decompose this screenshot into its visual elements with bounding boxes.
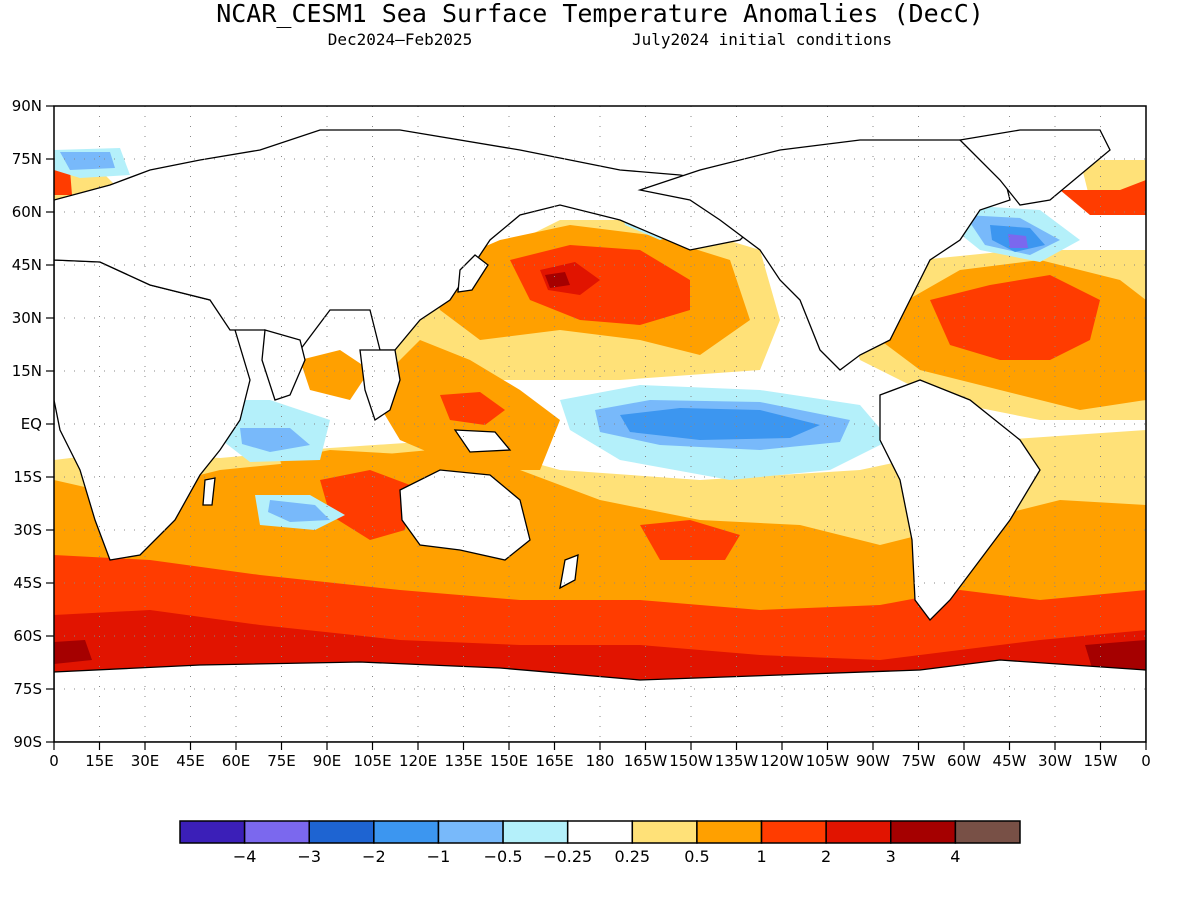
latitude-label: 45N [12, 256, 42, 274]
india [261, 329, 306, 401]
north-america [637, 139, 1011, 371]
colorbar-label: −1 [427, 847, 451, 866]
greenland [958, 129, 1111, 206]
colorbar-swatch [437, 820, 504, 844]
colorbar-swatch [566, 820, 634, 844]
latitude-label: 75N [12, 150, 42, 168]
longitude-label: 60W [947, 752, 981, 770]
latitude-label: EQ [21, 415, 42, 433]
colorbar-label: −0.25 [543, 847, 592, 866]
colorbar-swatch [502, 820, 569, 844]
south-america [879, 379, 1041, 621]
colorbar-label: 3 [886, 847, 896, 866]
longitude-label: 15E [85, 752, 114, 770]
latitude-label: 30S [13, 521, 42, 539]
longitude-label: 135W [715, 752, 759, 770]
initial-conditions-subtitle: July2024 initial conditions [632, 30, 892, 49]
new-zealand [559, 554, 579, 590]
longitude-label: 90E [313, 752, 342, 770]
latitude-label: 90S [13, 733, 42, 751]
period-subtitle: Dec2024–Feb2025 [328, 30, 473, 49]
colorbar-label: −0.5 [484, 847, 523, 866]
southeast-asia [359, 349, 401, 422]
latitude-label: 60N [12, 203, 42, 221]
longitude-label: 30E [131, 752, 160, 770]
colorbar-labels: −4 −3 −2 −1 −0.5 −0.25 0.25 0.5 1 2 3 4 [233, 847, 961, 866]
antarctica [54, 659, 1146, 742]
latitude-label: 75S [13, 680, 42, 698]
longitude-label: 165E [535, 752, 573, 770]
longitude-label: 30W [1038, 752, 1072, 770]
longitude-label: 120W [760, 752, 804, 770]
longitude-label: 105E [353, 752, 391, 770]
longitude-label: 135E [444, 752, 482, 770]
longitude-label: 75E [267, 752, 296, 770]
colorbar-swatch [179, 820, 246, 844]
colorbar-label: 0.5 [684, 847, 709, 866]
colorbar-swatch [308, 820, 375, 844]
longitude-label: 150E [490, 752, 528, 770]
colorbar-label: 1 [756, 847, 766, 866]
australia [399, 469, 531, 561]
longitude-label: 0 [1141, 752, 1151, 770]
colorbar-swatch [760, 820, 827, 844]
europe-asia [54, 129, 771, 361]
colorbar-swatch [696, 820, 763, 844]
colorbar-swatch [825, 820, 892, 844]
map-panel: 90N 75N 60N 45N 30N 15N EQ 15S 30S 45S 60S 75S 90S 0… [12, 97, 1151, 770]
japan [457, 254, 489, 293]
colorbar-label: −4 [233, 847, 257, 866]
anomaly-fill-neg3-neg2 [1008, 234, 1028, 248]
colorbar-swatch [954, 820, 1021, 844]
madagascar [202, 477, 216, 506]
latitude-label: 15S [13, 468, 42, 486]
latitude-label: 60S [13, 627, 42, 645]
latitude-label: 30N [12, 309, 42, 327]
longitude-label: 165W [624, 752, 668, 770]
colorbar-label: 4 [950, 847, 960, 866]
new-guinea [453, 429, 512, 453]
longitude-label: 45E [176, 752, 205, 770]
colorbar-label: 2 [821, 847, 831, 866]
latitude-label: 90N [12, 97, 42, 115]
colorbar-label: −2 [362, 847, 386, 866]
anomaly-fill-3-4 [54, 272, 1146, 670]
longitude-label: 180 [586, 752, 615, 770]
graticule [54, 106, 1146, 742]
continents [54, 129, 1146, 742]
longitude-label: 45W [993, 752, 1027, 770]
latitude-label: 15N [12, 362, 42, 380]
latitude-label: 45S [13, 574, 42, 592]
colorbar-swatch [631, 820, 698, 844]
longitude-label: 0 [49, 752, 59, 770]
longitude-label: 105W [806, 752, 850, 770]
longitude-label: 60E [222, 752, 251, 770]
longitude-label: 90W [856, 752, 890, 770]
longitude-label: 120E [399, 752, 437, 770]
colorbar-label: −3 [297, 847, 321, 866]
longitude-label: 150W [669, 752, 713, 770]
colorbar-swatch [243, 820, 310, 844]
colorbar-label: 0.25 [614, 847, 650, 866]
latitude-labels: 90N 75N 60N 45N 30N 15N EQ 15S 30S 45S 60S 75S 90S [12, 97, 54, 751]
colorbar-swatch [890, 820, 957, 844]
longitude-label: 75W [902, 752, 936, 770]
colorbar [179, 820, 1021, 844]
longitude-label: 15W [1084, 752, 1118, 770]
colorbar-swatch [373, 820, 440, 844]
longitude-labels: 0 15E 30E 45E 60E 75E 90E 105E 120E 135E 150E 165E 1… [49, 742, 1151, 770]
figure-title: NCAR_CESM1 Sea Surface Temperature Anoma… [216, 0, 984, 28]
